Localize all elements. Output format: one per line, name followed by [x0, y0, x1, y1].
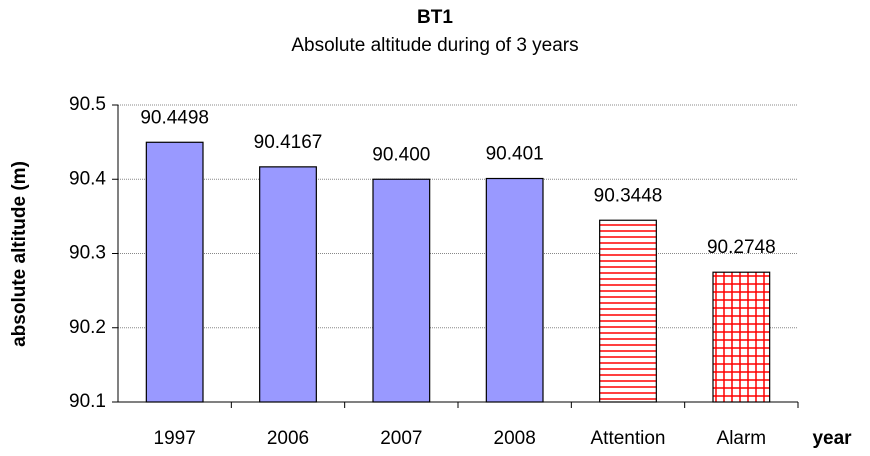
bar	[372, 178, 431, 403]
x-tick-label: 2008	[494, 428, 536, 449]
bar	[485, 177, 544, 403]
x-tick-label: Alarm	[717, 428, 767, 449]
bar	[145, 141, 204, 403]
y-tick-label: 90.5	[69, 94, 106, 115]
chart-subtitle: Absolute altitude during of 3 years	[291, 35, 578, 56]
x-axis-label: year	[812, 428, 852, 449]
bar	[599, 219, 657, 403]
bar	[259, 166, 317, 403]
y-tick-label: 90.1	[69, 391, 106, 412]
chart-title: BT1	[417, 7, 453, 28]
data-label: 90.4498	[140, 107, 209, 128]
x-tick-label: 1997	[154, 428, 196, 449]
x-tick-label: Attention	[591, 428, 666, 449]
data-label: 90.3448	[594, 185, 663, 206]
x-tick-label: 2007	[380, 428, 422, 449]
y-tick-label: 90.3	[69, 243, 106, 264]
bar	[712, 271, 771, 403]
y-axis-label: absolute altitude (m)	[9, 161, 30, 347]
data-label: 90.4167	[254, 132, 323, 153]
data-label: 90.401	[486, 144, 544, 165]
data-label: 90.400	[372, 144, 430, 165]
data-label: 90.2748	[707, 237, 776, 258]
y-tick-label: 90.4	[69, 168, 106, 189]
x-tick-label: 2006	[267, 428, 309, 449]
y-tick-label: 90.2	[69, 317, 106, 338]
